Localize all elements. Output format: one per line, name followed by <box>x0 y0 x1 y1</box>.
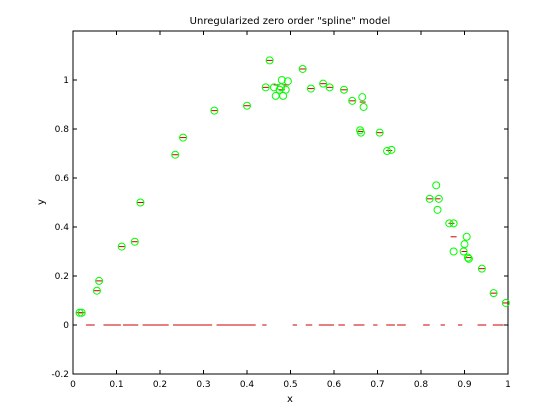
chart-title: Unregularized zero order "spline" model <box>190 16 391 27</box>
data-point <box>477 264 486 273</box>
x-tick-label: 0.8 <box>414 380 429 390</box>
data-point <box>462 232 471 241</box>
data-point <box>261 83 270 92</box>
data-point <box>445 219 454 228</box>
data-point <box>265 56 274 65</box>
data-point <box>92 286 101 295</box>
x-axis: 0 0.1 0.2 0.3 0.4 0.5 0.6 0.7 0.8 0.9 1 <box>70 31 511 390</box>
data-point <box>306 84 315 93</box>
data-point <box>325 83 334 92</box>
plot-area <box>72 30 509 375</box>
y-axis: -0.2 0 0.2 0.4 0.6 0.8 1 <box>51 76 508 380</box>
x-axis-label: x <box>287 394 293 405</box>
x-tick-label: 1 <box>505 380 511 390</box>
data-point <box>449 247 458 256</box>
data-point <box>375 128 384 137</box>
x-tick-label: 0.6 <box>327 380 342 390</box>
data-point <box>463 253 472 262</box>
data-point <box>358 93 367 102</box>
y-tick-label: 0.4 <box>55 223 70 233</box>
x-tick-label: 0 <box>70 380 76 390</box>
data-point <box>281 85 290 94</box>
data-point <box>210 106 219 115</box>
data-point <box>359 102 368 111</box>
data-point <box>136 198 145 207</box>
x-tick-label: 0.4 <box>240 380 255 390</box>
data-point <box>283 77 292 86</box>
y-tick-label: 1 <box>63 76 69 86</box>
data-point <box>434 194 443 203</box>
data-point <box>171 150 180 159</box>
data-point <box>387 145 396 154</box>
data-point <box>489 289 498 298</box>
data-point <box>319 79 328 88</box>
data-point <box>340 85 349 94</box>
data-point <box>449 219 458 228</box>
data-point <box>383 147 392 156</box>
data-point <box>77 308 86 317</box>
x-tick-label: 0.1 <box>109 380 123 390</box>
x-tick-label: 0.9 <box>457 380 472 390</box>
data-point <box>433 205 442 214</box>
y-axis-label: y <box>36 199 47 205</box>
data-point <box>95 276 104 285</box>
x-tick-label: 0.2 <box>153 380 167 390</box>
y-tick-label: -0.2 <box>51 370 69 380</box>
data-point <box>348 96 357 105</box>
data-point <box>425 194 434 203</box>
data-point <box>356 128 365 137</box>
data-point <box>75 308 84 317</box>
data-point <box>130 237 139 246</box>
data-point <box>277 76 286 84</box>
data-point <box>460 240 469 249</box>
data-point <box>243 101 251 110</box>
data-point <box>464 254 473 263</box>
x-tick-label: 0.7 <box>370 380 384 390</box>
y-tick-label: 0 <box>63 321 69 331</box>
x-tick-label: 0.3 <box>196 380 210 390</box>
data-point <box>501 298 510 307</box>
data-point <box>432 181 441 190</box>
data-point <box>117 242 126 251</box>
x-tick-label: 0.5 <box>283 380 297 390</box>
y-tick-label: 0.8 <box>55 125 70 135</box>
data-point <box>298 64 307 73</box>
data-circle-markers <box>75 56 510 317</box>
y-tick-label: 0.6 <box>55 174 70 184</box>
y-tick-label: 0.2 <box>55 272 69 282</box>
data-point <box>179 133 188 142</box>
